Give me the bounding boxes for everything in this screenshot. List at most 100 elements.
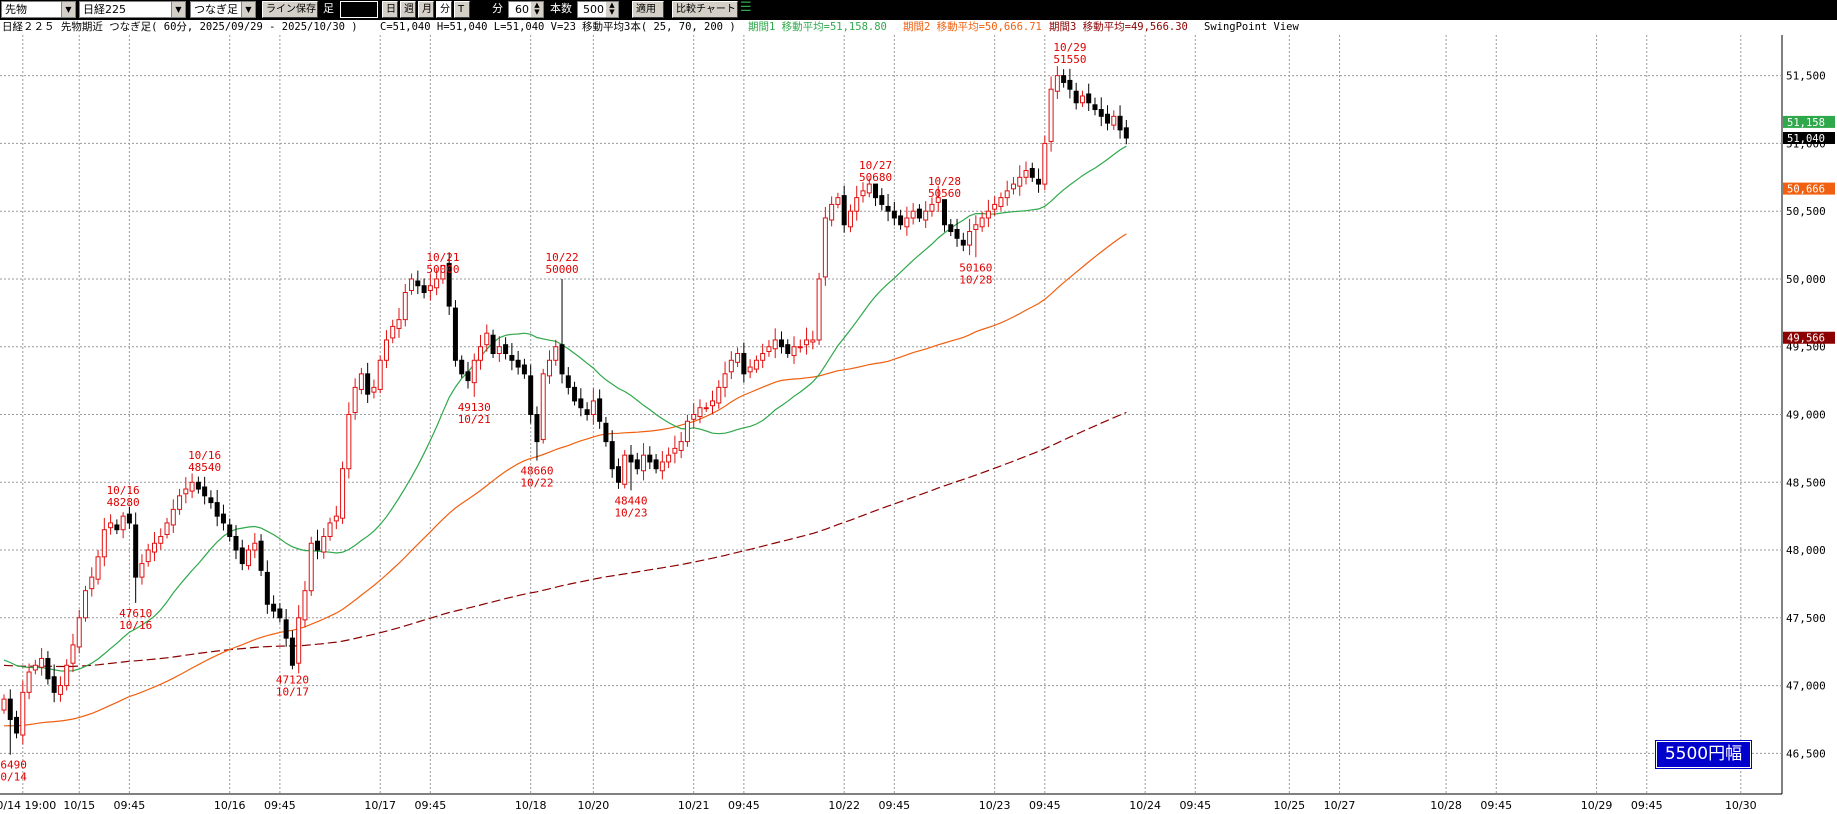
candle	[565, 367, 571, 395]
type-select[interactable]: 先物 ▼	[1, 1, 76, 18]
chart-lines-icon[interactable]: ☰	[740, 1, 752, 15]
candle	[766, 340, 772, 357]
swing-price-label: 50000	[545, 263, 578, 276]
candle-body	[39, 657, 45, 668]
compare-chart-button[interactable]: 比較チャート	[672, 1, 738, 18]
candle	[1105, 105, 1111, 131]
foot-select[interactable]	[340, 1, 378, 18]
candle	[89, 567, 95, 597]
candle	[321, 528, 327, 559]
ma1-price-tag: 51,158	[1787, 117, 1825, 129]
toolbar: 先物 ▼ 日経225 ▼ つなぎ足 ▼ ライン保存 足 日 週 月 分 T 分 …	[0, 0, 1837, 20]
period-minute-button[interactable]: 分	[436, 1, 452, 18]
spinner-icon[interactable]: ▲ ▼	[606, 2, 618, 17]
candle-body	[45, 657, 51, 680]
candle-body	[1029, 168, 1035, 178]
chart-title: 日経２２５ 先物期近 つなぎ足( 60分, 2025/09/29 - 2025/…	[2, 21, 358, 33]
candle	[678, 431, 684, 459]
period-day-button[interactable]: 日	[382, 1, 398, 18]
candle	[1029, 162, 1035, 182]
candle	[151, 532, 157, 562]
candle-body	[653, 459, 659, 470]
candle-body	[960, 239, 966, 246]
candle-body	[233, 535, 239, 551]
ma3-readout: 期間3 移動平均=49,566.30	[1049, 21, 1188, 33]
candle-body	[358, 373, 364, 390]
x-tick-label: 09:45	[264, 799, 296, 812]
spinner-icon[interactable]: ▲ ▼	[531, 2, 543, 17]
candlestick-chart[interactable]: 46,500 47,000 47,500 48,000 48,500 49,000 49,5…	[0, 35, 1837, 814]
candle-body	[440, 264, 446, 280]
candle-body	[603, 422, 609, 443]
candle-body	[590, 400, 596, 416]
candle	[841, 185, 847, 233]
minute-input[interactable]: 60 ▲ ▼	[508, 1, 544, 18]
candle-body	[910, 210, 916, 219]
candle	[904, 206, 910, 236]
candle-body	[427, 285, 433, 291]
line-save-button[interactable]: ライン保存	[262, 1, 318, 18]
count-label: 本数	[550, 2, 572, 15]
x-tick-label: 10/20	[578, 799, 610, 812]
candle	[14, 710, 20, 739]
period-week-button[interactable]: 週	[400, 1, 416, 18]
candle	[1042, 135, 1048, 191]
x-tick-label: 09:45	[728, 799, 760, 812]
candle	[797, 339, 803, 353]
candle	[916, 204, 922, 222]
candle-body	[490, 334, 496, 355]
count-input[interactable]: 500 ▲ ▼	[577, 1, 619, 18]
candle-body	[158, 535, 164, 544]
candle	[528, 364, 534, 424]
candle	[1, 694, 7, 714]
candle-body	[1098, 109, 1104, 117]
range-badge: 5500円幅	[1655, 740, 1752, 769]
candle	[371, 379, 377, 399]
candle	[271, 595, 277, 619]
candle	[772, 328, 778, 359]
period-tick-button[interactable]: T	[454, 1, 470, 18]
candle	[854, 185, 860, 221]
candle-body	[666, 454, 672, 463]
chevron-down-icon: ▼	[171, 2, 185, 17]
candle-body	[622, 454, 628, 485]
candle	[264, 560, 270, 614]
candle-body	[898, 215, 904, 226]
candle	[45, 651, 51, 685]
candle	[835, 192, 841, 209]
candle	[95, 550, 101, 585]
candle-body	[534, 414, 540, 443]
candle	[478, 334, 484, 370]
candle-body	[916, 208, 922, 219]
candle	[1061, 69, 1067, 88]
apply-button[interactable]: 適用	[632, 1, 664, 18]
candle-body	[296, 617, 302, 664]
x-tick-label: 10/18	[515, 799, 547, 812]
candle	[553, 339, 559, 366]
candle	[546, 350, 552, 384]
x-tick-label: 09:45	[1179, 799, 1211, 812]
candle-body	[365, 373, 371, 395]
candle-body	[484, 332, 490, 346]
y-tick-label: 51,500	[1786, 70, 1826, 83]
candle	[133, 512, 139, 603]
candle-body	[390, 325, 396, 339]
symbol-select[interactable]: 日経225 ▼	[79, 1, 186, 18]
candle-body	[797, 346, 803, 349]
candle	[296, 605, 302, 674]
continuous-select[interactable]: つなぎ足 ▼	[190, 1, 256, 18]
candle-body	[641, 454, 647, 472]
candle	[866, 178, 872, 198]
candle-body	[992, 203, 998, 210]
candle-body	[735, 353, 741, 363]
candle-body	[308, 542, 314, 592]
period-month-button[interactable]: 月	[418, 1, 434, 18]
swing-date-label: 10/22	[520, 477, 553, 490]
candle-body	[315, 540, 320, 551]
candle	[421, 278, 427, 299]
candle-body	[246, 549, 252, 567]
candle	[666, 447, 672, 469]
candle	[20, 680, 26, 745]
candle	[409, 273, 415, 295]
candle-body	[402, 292, 408, 321]
